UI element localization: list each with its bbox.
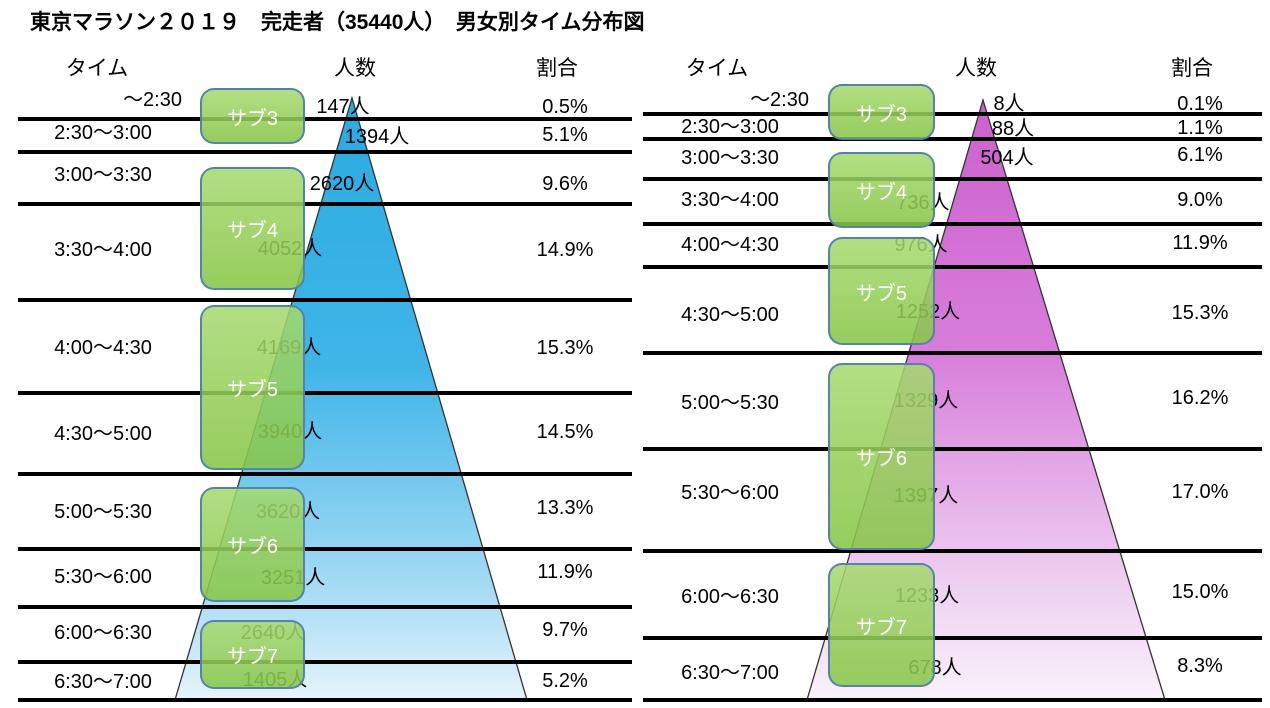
right-row-divider-line	[643, 351, 1262, 355]
left-percentage-label: 14.5%	[536, 421, 594, 443]
left-percentage-label: 11.9%	[537, 561, 593, 583]
right-count-label: 88人	[991, 118, 1035, 140]
right-sub-badge-7: サブ7	[828, 563, 935, 687]
left-row-divider-line	[18, 298, 632, 302]
left-time-range-label: 6:00～6:30	[54, 622, 152, 644]
left-row-divider-line	[18, 150, 632, 154]
left-time-range-label: 5:00～5:30	[54, 501, 152, 523]
right-count-header: 人数	[955, 57, 997, 80]
right-time-header: タイム	[685, 57, 749, 80]
left-percentage-label: 15.3%	[536, 337, 594, 359]
right-percentage-label: 1.1%	[1177, 117, 1223, 139]
right-time-range-label: 3:30～4:00	[681, 189, 779, 211]
left-percentage-label: 9.6%	[542, 173, 588, 195]
right-row-divider-line	[643, 698, 1262, 702]
right-percentage-label: 6.1%	[1177, 144, 1223, 166]
right-count-label: 504人	[980, 147, 1034, 169]
right-row-divider-line	[643, 177, 1262, 181]
left-row-divider-line	[18, 472, 632, 476]
left-time-range-label: ～2:30	[123, 89, 182, 111]
right-time-range-label: 5:30～6:00	[681, 482, 779, 504]
left-sub-badge-5: サブ5	[200, 305, 305, 470]
right-percentage-label: 15.3%	[1171, 302, 1229, 324]
right-percentage-label: 9.0%	[1177, 189, 1223, 211]
right-row-divider-line	[643, 636, 1262, 640]
left-count-label: 147人	[316, 96, 370, 118]
left-row-divider-line	[18, 391, 632, 395]
right-percentage-label: 8.3%	[1177, 655, 1223, 677]
right-row-divider-line	[643, 549, 1262, 553]
left-percentage-label: 5.2%	[542, 670, 588, 692]
left-count-label: 2620人	[309, 173, 375, 195]
left-time-header: タイム	[65, 57, 129, 80]
left-count-header: 人数	[334, 57, 376, 80]
right-percentage-label: 0.1%	[1177, 93, 1223, 115]
right-time-range-label: 4:00～4:30	[681, 234, 779, 256]
right-count-label: 8人	[993, 93, 1025, 115]
left-percentage-label: 0.5%	[542, 96, 588, 118]
left-sub-badge-7: サブ7	[200, 620, 305, 689]
right-row-divider-line	[643, 222, 1262, 226]
right-percentage-label: 17.0%	[1171, 481, 1229, 503]
right-row-divider-line	[643, 265, 1262, 269]
left-time-range-label: 3:30～4:00	[54, 239, 152, 261]
right-percentage-label: 16.2%	[1171, 387, 1229, 409]
right-time-range-label: ～2:30	[750, 89, 809, 111]
left-row-divider-line	[18, 605, 632, 609]
left-row-divider-line	[18, 660, 632, 664]
left-time-range-label: 5:30～6:00	[54, 566, 152, 588]
right-time-range-label: 6:00～6:30	[681, 586, 779, 608]
left-percentage-label: 14.9%	[536, 239, 594, 261]
left-row-divider-line	[18, 547, 632, 551]
left-row-divider-line	[18, 202, 632, 206]
right-row-divider-line	[643, 112, 1262, 116]
right-sub-badge-4: サブ4	[828, 152, 935, 228]
right-time-range-label: 3:00～3:30	[681, 147, 779, 169]
left-percentage-label: 5.1%	[542, 124, 588, 146]
page-title: 東京マラソン２０１９ 完走者（35440人） 男女別タイム分布図	[30, 11, 645, 34]
right-time-range-label: 6:30～7:00	[681, 662, 779, 684]
right-sub-badge-6: サブ6	[828, 363, 935, 550]
right-time-range-label: 2:30～3:00	[681, 116, 779, 138]
left-sub-badge-4: サブ4	[200, 167, 305, 290]
left-time-range-label: 2:30～3:00	[54, 122, 152, 144]
right-ratio-header: 割合	[1171, 57, 1213, 80]
left-time-range-label: 4:30～5:00	[54, 423, 152, 445]
right-sub-badge-3: サブ3	[828, 84, 935, 140]
left-time-range-label: 6:30～7:00	[54, 671, 152, 693]
right-percentage-label: 11.9%	[1172, 232, 1228, 254]
left-time-range-label: 4:00～4:30	[54, 337, 152, 359]
right-row-divider-line	[643, 137, 1262, 141]
left-percentage-label: 13.3%	[536, 497, 594, 519]
left-row-divider-line	[18, 698, 632, 702]
left-count-label: 1394人	[344, 126, 410, 148]
right-percentage-label: 15.0%	[1171, 581, 1229, 603]
left-row-divider-line	[18, 117, 632, 121]
left-time-range-label: 3:00～3:30	[54, 164, 152, 186]
left-percentage-label: 9.7%	[542, 619, 588, 641]
right-time-range-label: 5:00～5:30	[681, 392, 779, 414]
left-ratio-header: 割合	[536, 57, 578, 80]
right-time-range-label: 4:30～5:00	[681, 304, 779, 326]
right-sub-badge-5: サブ5	[828, 237, 935, 345]
left-sub-badge-3: サブ3	[200, 88, 305, 144]
right-row-divider-line	[643, 447, 1262, 451]
left-sub-badge-6: サブ6	[200, 487, 305, 602]
